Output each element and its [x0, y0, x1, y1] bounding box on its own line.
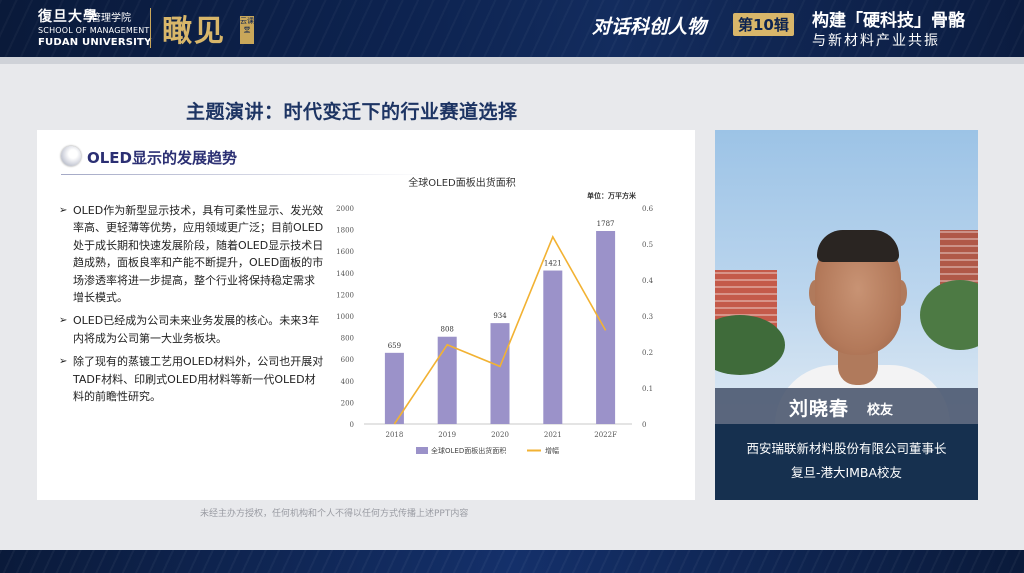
name-plate: 刘晓春 校友: [715, 388, 978, 424]
y-right-tick-label: 0.6: [642, 205, 654, 213]
bar-shipment: [490, 323, 510, 424]
slide-panel: OLED显示的发展趋势 ➢ OLED作为新型显示技术，具有可柔性显示、发光效率高、…: [37, 130, 695, 500]
bar-data-label: 1421: [544, 260, 562, 268]
title-rule: [61, 174, 431, 175]
y-left-tick-label: 1400: [336, 270, 354, 278]
speaker-affiliation: 复旦-港大IMBA校友: [790, 465, 903, 480]
speaker-role: 西安瑞联新材料股份有限公司董事长: [746, 441, 947, 456]
y-left-tick-label: 200: [341, 399, 354, 407]
y-left-tick-label: 600: [341, 356, 354, 364]
school-name-cn: 管理学院: [91, 13, 131, 24]
arrow-bullet-icon: ➢: [59, 356, 68, 368]
orb-icon: [61, 146, 81, 166]
y-right-tick-label: 0.3: [642, 313, 653, 321]
y-right-tick-label: 0.2: [642, 349, 653, 357]
bullet-list: ➢ OLED作为新型显示技术，具有可柔性显示、发光效率高、更轻薄等优势，应用领域更…: [59, 202, 324, 411]
line-growth-series: [393, 234, 607, 425]
speaker-tag: 校友: [867, 403, 894, 418]
bar-data-label: 808: [441, 326, 454, 334]
brand-divider: [150, 8, 151, 48]
y-right-tick-label: 0.4: [642, 277, 654, 285]
x-tick-label: 2022F: [594, 431, 617, 439]
bullet-item: ➢ 除了现有的蒸镀工艺用OLED材料外，公司也开展对TADF材料、印刷式OLED用…: [59, 353, 324, 405]
arrow-bullet-icon: ➢: [59, 205, 68, 216]
bar-shipment: [543, 270, 563, 424]
y-left-tick-label: 0: [350, 421, 354, 429]
bar-data-label: 934: [493, 312, 507, 320]
university-name-en: FUDAN UNIVERSITY: [38, 37, 152, 48]
bullet-item: ➢ OLED已经成为公司未来业务发展的核心。未来3年内将成为公司第一大业务板块。: [59, 312, 324, 347]
program-title: 瞰见: [162, 14, 226, 49]
y-right-tick-label: 0: [642, 421, 646, 429]
oled-shipment-chart: 全球OLED面板出货面积单位：万平方米020040060080010001200…: [336, 176, 654, 455]
bar-shipment: [437, 336, 457, 424]
y-left-tick-label: 2000: [336, 205, 354, 213]
chart-unit-label: 单位：万平方米: [587, 191, 637, 200]
bar-data-label: 1787: [597, 220, 615, 228]
background-tree: [920, 280, 978, 350]
arrow-bullet-icon: ➢: [59, 315, 68, 327]
background-tree: [715, 315, 785, 375]
legend-bar-label: 全球OLED面板出货面积: [431, 446, 506, 455]
series-title: 对话科创人物: [592, 16, 707, 38]
copyright-disclaimer: 未经主办方授权，任何机构和个人不得以任何方式传播上述PPT内容: [200, 509, 469, 519]
x-tick-label: 2018: [385, 431, 403, 439]
x-tick-label: 2020: [491, 431, 509, 439]
bottom-banner: [0, 550, 1024, 573]
x-tick-label: 2019: [438, 431, 456, 439]
chart-title: 全球OLED面板出货面积: [408, 176, 515, 189]
x-tick-label: 2021: [544, 431, 562, 439]
y-right-tick-label: 0.1: [642, 385, 653, 393]
program-badge: 云课堂: [240, 16, 254, 44]
bullet-text: OLED作为新型显示技术，具有可柔性显示、发光效率高、更轻薄等优势，应用领域更广…: [73, 204, 324, 305]
episode-badge: 第10辑: [733, 13, 794, 36]
presenter-video: 刘晓春 校友 西安瑞联新材料股份有限公司董事长 复旦-港大IMBA校友: [715, 130, 978, 500]
y-right-tick-label: 0.5: [642, 241, 653, 249]
header-separator: [0, 57, 1024, 64]
university-name-cn: 復旦大學: [38, 9, 98, 25]
speaker-name: 刘晓春: [789, 398, 850, 420]
presenter-hair: [817, 230, 899, 262]
bar-shipment: [384, 352, 404, 424]
bar-data-label: 659: [388, 342, 401, 350]
info-plate: 西安瑞联新材料股份有限公司董事长 复旦-港大IMBA校友: [715, 424, 978, 500]
y-left-tick-label: 1600: [336, 248, 354, 256]
y-left-tick-label: 1200: [336, 291, 354, 299]
y-left-tick-label: 1800: [336, 227, 354, 235]
slide-title: OLED显示的发展趋势: [87, 149, 238, 167]
top-banner: 復旦大學 管理学院 SCHOOL OF MANAGEMENT FUDAN UNI…: [0, 0, 1024, 57]
legend-bar-swatch: [416, 447, 428, 454]
y-left-tick-label: 1000: [336, 313, 354, 321]
school-name-en: SCHOOL OF MANAGEMENT: [38, 26, 150, 35]
bullet-text: OLED已经成为公司未来业务发展的核心。未来3年内将成为公司第一大业务板块。: [73, 314, 320, 345]
y-left-tick-label: 800: [341, 335, 354, 343]
slide-heading: 主题演讲：时代变迁下的行业赛道选择: [186, 101, 518, 123]
theme-line-2: 与新材料产业共振: [812, 33, 940, 49]
theme-line-1: 构建「硬科技」骨骼: [812, 11, 965, 31]
bar-shipment: [596, 231, 616, 424]
bullet-item: ➢ OLED作为新型显示技术，具有可柔性显示、发光效率高、更轻薄等优势，应用领域更…: [59, 202, 324, 306]
legend-line-label: 增幅: [545, 446, 559, 455]
y-left-tick-label: 400: [341, 378, 354, 386]
bullet-text: 除了现有的蒸镀工艺用OLED材料外，公司也开展对TADF材料、印刷式OLED用材…: [73, 355, 324, 404]
